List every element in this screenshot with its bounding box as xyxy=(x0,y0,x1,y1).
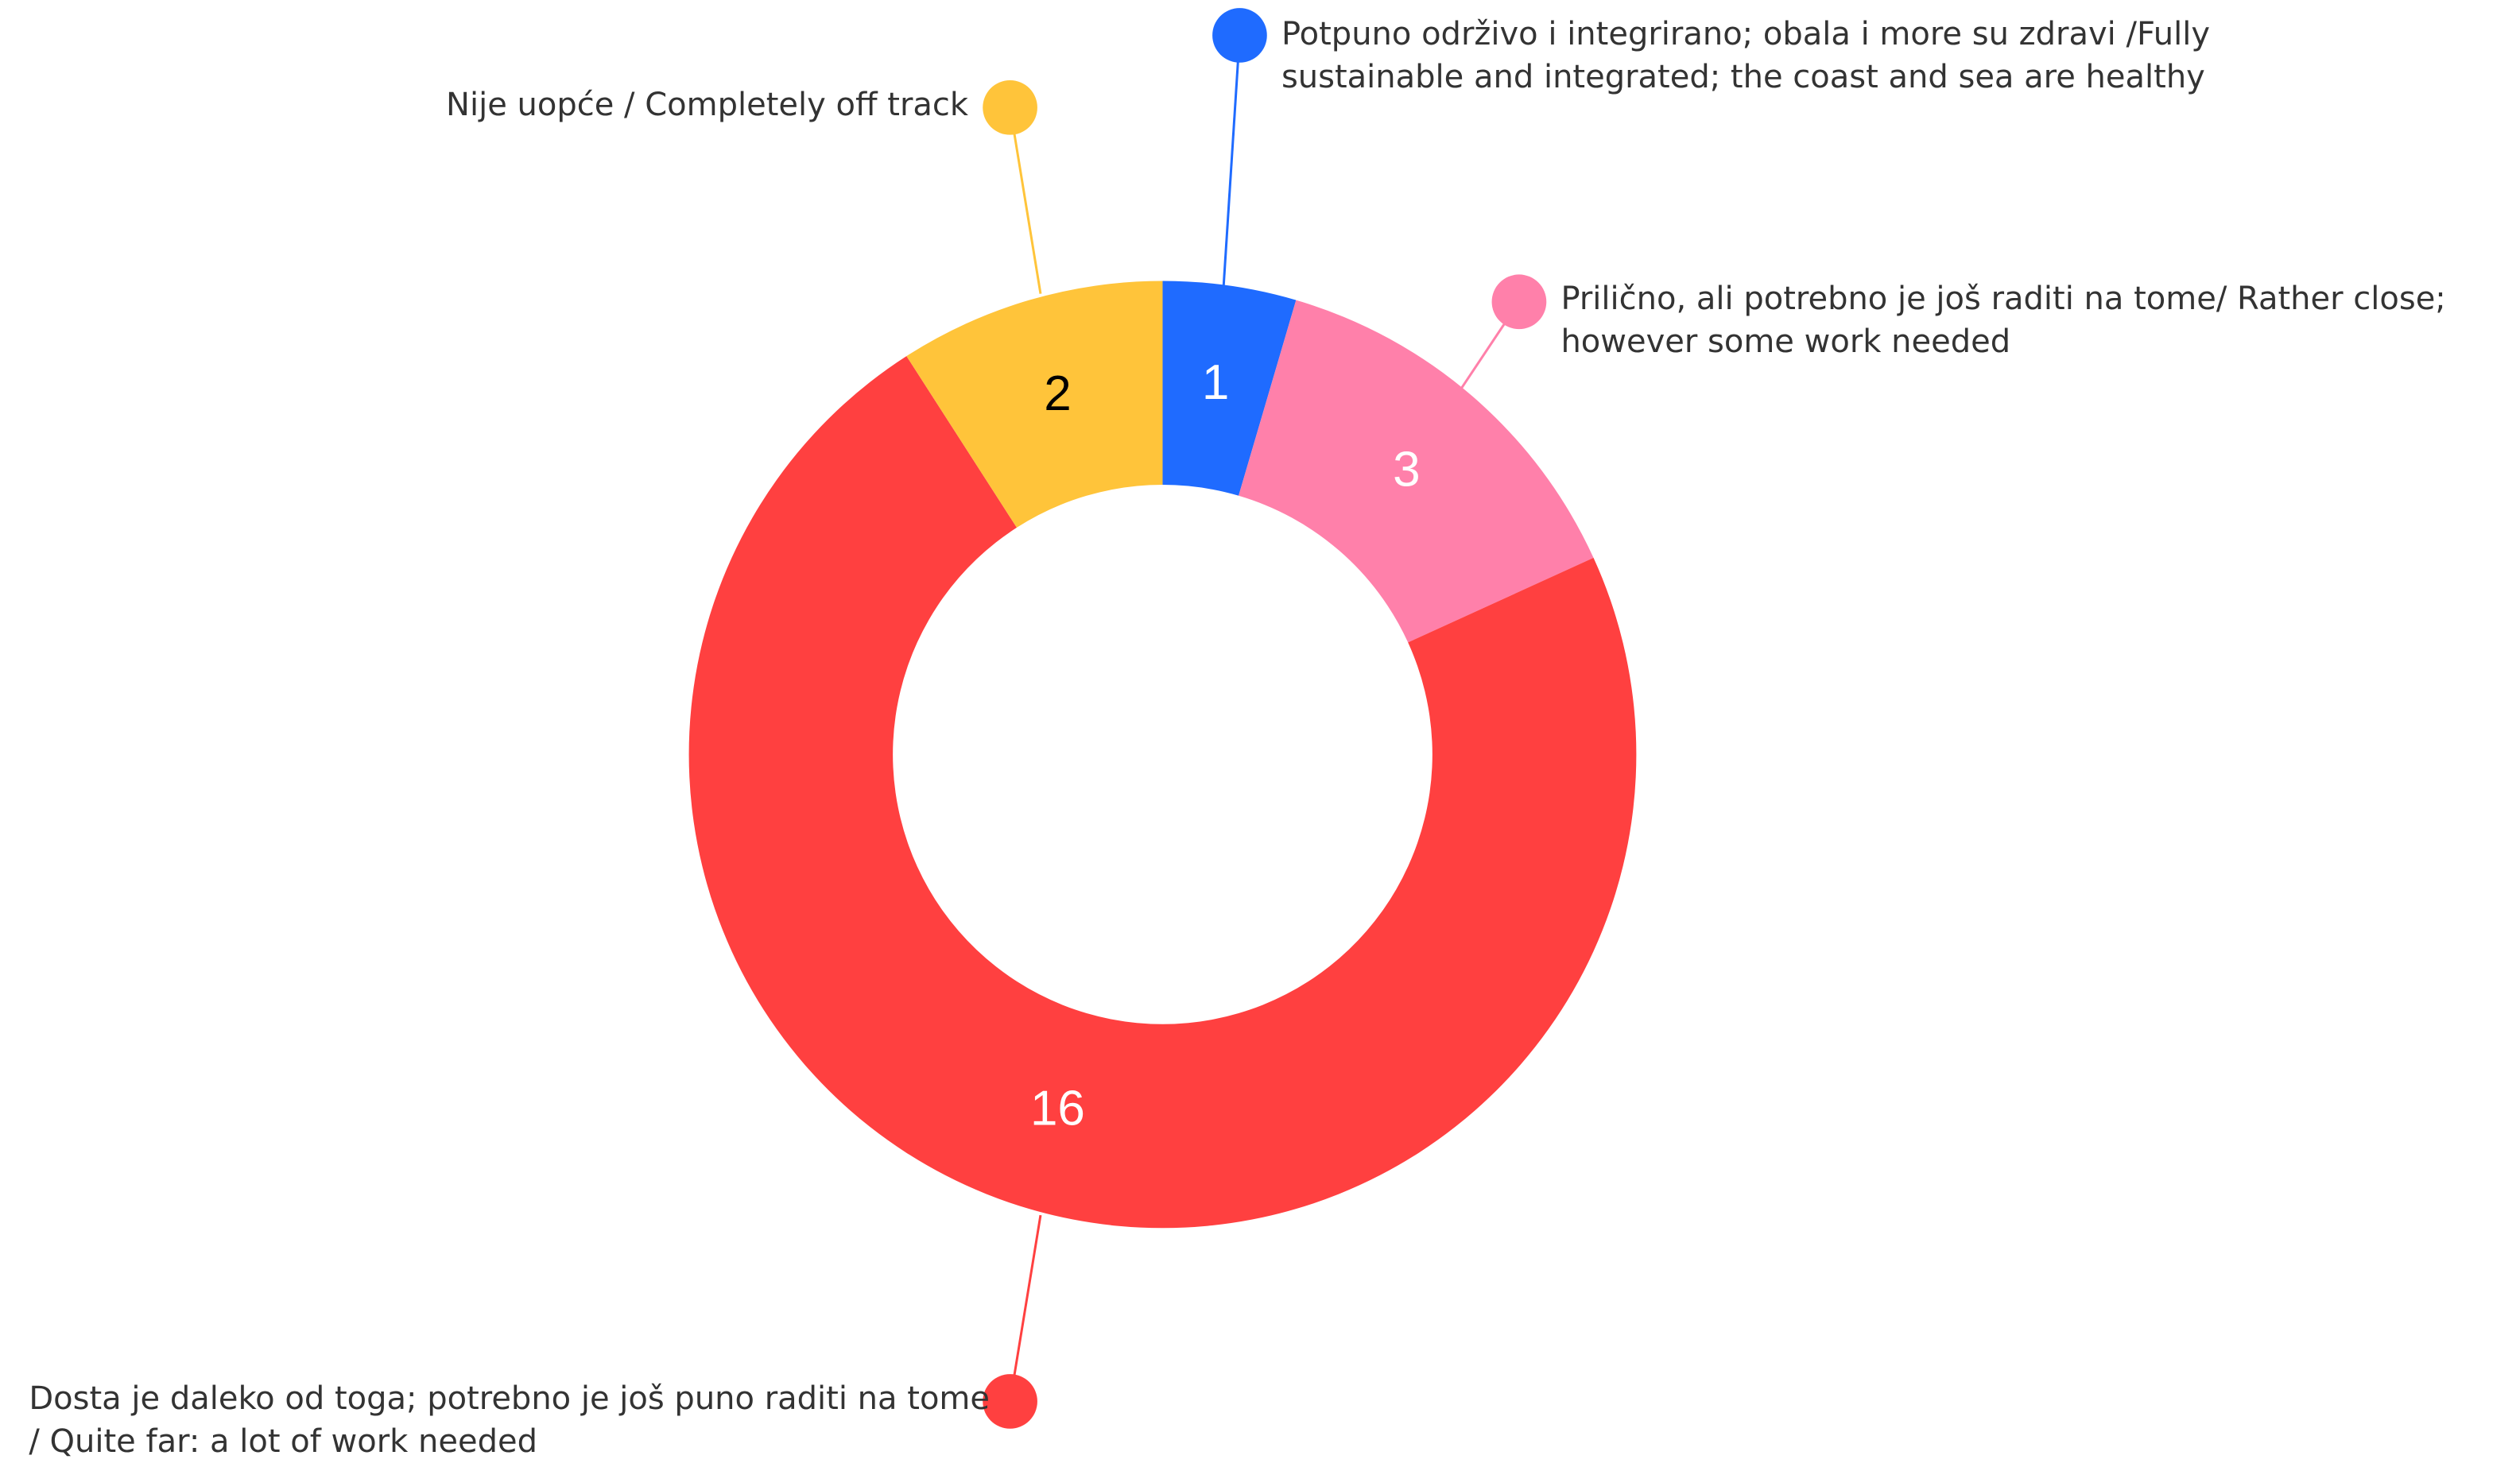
legend-dot xyxy=(1212,8,1267,63)
category-label: Nije uopće / Completely off track xyxy=(446,87,969,124)
donut-slice xyxy=(906,281,1163,528)
donut-slice xyxy=(688,356,1637,1229)
category-label: Dosta je daleko od toga; potrebno je još… xyxy=(29,1380,990,1461)
leader-line xyxy=(1009,107,1042,294)
value-label: 2 xyxy=(1044,366,1071,421)
value-label: 3 xyxy=(1393,443,1420,497)
legend-dot xyxy=(983,80,1037,135)
legend-dot xyxy=(983,1374,1037,1429)
donut-slice xyxy=(1162,281,1297,496)
leader-line xyxy=(1222,35,1241,286)
leader-line xyxy=(1009,1214,1042,1402)
donut-slice xyxy=(1239,300,1594,643)
legend-dot xyxy=(1491,274,1547,330)
category-label: Prilično, ali potrebno je još raditi na … xyxy=(1560,281,2446,361)
category-label: Potpuno održivo i integrirano; obala i m… xyxy=(1281,16,2211,96)
value-label: 16 xyxy=(1030,1081,1085,1136)
value-label: 1 xyxy=(1202,355,1229,410)
